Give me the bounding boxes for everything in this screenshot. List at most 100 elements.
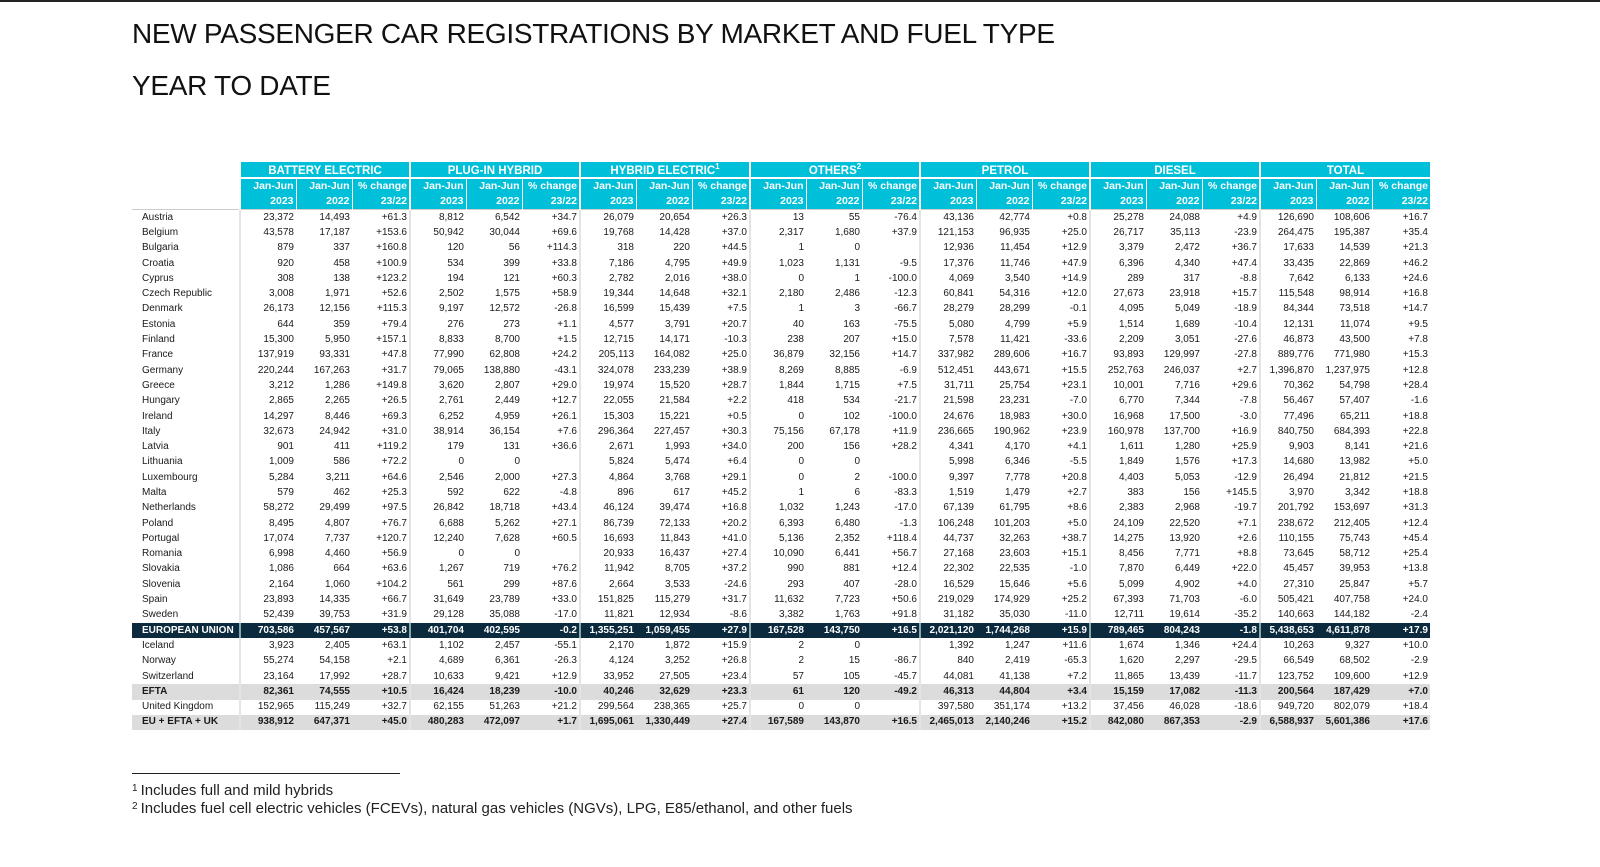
group-footnote-mark: 2	[856, 162, 862, 172]
table-row: United Kingdom 152,965 115,249 +32.7 62,155 5…	[132, 699, 1430, 715]
percent-change-cell: +50.6	[891, 594, 917, 606]
percent-change-cell: -100.0	[888, 272, 917, 284]
registrations-cell: 23,789	[489, 594, 520, 606]
registrations-cell: 11,074	[1340, 318, 1370, 330]
percent-change-cell: +9.5	[1408, 318, 1428, 330]
column-header-line1: Jan-Jun	[933, 180, 974, 192]
group-label: OTHERS	[808, 164, 857, 177]
footnote-mark: 2	[132, 801, 138, 812]
registrations-cell: 44,081	[919, 668, 976, 685]
registrations-cell: 17,376	[919, 255, 976, 272]
percent-change-cell: +12.4	[1402, 517, 1428, 529]
registrations-cell: 174,929	[993, 594, 1030, 606]
percent-change-cell: +60.3	[551, 272, 577, 284]
percent-change-cell: +18.8	[1402, 486, 1428, 498]
registrations-cell: 40,246	[579, 684, 636, 700]
market-name: EUROPEAN UNION	[132, 623, 240, 639]
registrations-cell: 22,869	[1339, 257, 1370, 269]
market-name: Malta	[142, 486, 167, 498]
percent-change-cell	[522, 547, 580, 562]
registrations-cell: 15,300	[239, 332, 296, 348]
registrations-cell: 1,844	[749, 378, 806, 394]
column-header-line2: 2023	[270, 195, 294, 207]
registrations-cell: 3,212	[239, 378, 296, 394]
registrations-cell: 7,771	[1174, 548, 1200, 560]
registrations-cell: 164,082	[653, 349, 690, 361]
registrations-cell: 337,982	[919, 347, 976, 363]
registrations-cell: 77,990	[409, 347, 466, 363]
blank-header	[132, 178, 240, 210]
registrations-cell: 115,249	[314, 701, 350, 713]
registrations-cell: 26,717	[1089, 225, 1146, 241]
market-name: Iceland	[142, 639, 175, 651]
market-name: Bulgaria	[142, 242, 179, 254]
market-name: Slovakia	[142, 563, 180, 575]
registrations-cell: 318	[579, 240, 636, 256]
table-row: Spain 23,893 14,335 +66.7 31,649 23,789 +33.0 1…	[132, 592, 1430, 608]
percent-change-cell: -11.0	[1064, 609, 1087, 621]
percent-change-cell: +16.9	[1231, 425, 1257, 437]
registrations-cell: 22,055	[579, 393, 636, 409]
percent-change-cell: +15.3	[1402, 349, 1428, 361]
percent-change-cell: +21.5	[1402, 471, 1428, 483]
table-row: Cyprus 308 138 +123.2 194 121 +60.3 2,782 2,016 +…	[132, 271, 1430, 287]
registrations-cell: 29,128	[409, 607, 466, 624]
group-label: TOTAL	[1326, 164, 1365, 177]
table-row: Croatia 920 458 +100.9 534 399 +33.8 7,186 4,795…	[132, 255, 1430, 272]
registrations-cell: 561	[409, 577, 466, 593]
registrations-cell: 12,156	[319, 303, 350, 315]
registrations-cell: 337	[333, 242, 350, 254]
registrations-cell: 12,715	[579, 332, 636, 348]
percent-change-cell: -0.2	[522, 623, 580, 639]
column-header-line2: 2023	[1120, 195, 1144, 207]
registrations-cell: 1,611	[1089, 439, 1146, 455]
group-header: BATTERY ELECTRIC	[239, 162, 410, 179]
percent-change-cell: +6.4	[727, 456, 747, 468]
percent-change-cell: +52.6	[381, 288, 407, 300]
registrations-cell: 5,080	[919, 317, 976, 333]
registrations-cell: 407,758	[1333, 594, 1370, 606]
column-header-line2: 2022	[1346, 195, 1370, 207]
percent-change-cell	[862, 241, 920, 256]
percent-change-cell	[862, 638, 920, 653]
registrations-cell: 54,798	[1339, 379, 1370, 391]
top-border	[0, 0, 1600, 2]
registrations-cell: 0	[749, 454, 806, 471]
registrations-cell: 37,456	[1089, 699, 1146, 715]
registrations-cell: 73,518	[1339, 303, 1370, 315]
registrations-cell: 17,500	[1169, 410, 1200, 422]
registrations-cell: 61,795	[999, 502, 1030, 514]
registrations-cell: 684,393	[1333, 425, 1370, 437]
registrations-cell: 22,520	[1169, 517, 1200, 529]
percent-change-cell: +23.9	[1061, 425, 1087, 437]
registrations-cell: 896	[579, 485, 636, 501]
registrations-cell: 67,393	[1089, 592, 1146, 608]
percent-change-cell: +1.7	[522, 714, 580, 731]
table-row: Finland 15,300 5,950 +157.1 8,833 8,700 +1.5 12…	[132, 332, 1430, 348]
registrations-cell: 5,438,653	[1259, 623, 1316, 639]
percent-change-cell: +30.0	[1061, 410, 1087, 422]
registrations-cell: 889,776	[1259, 347, 1316, 363]
percent-change-cell: +23.3	[692, 684, 750, 700]
registrations-cell: 771,980	[1333, 349, 1370, 361]
percent-change-cell: +45.2	[721, 486, 747, 498]
table-row: EU + EFTA + UK 938,912 647,371 +45.0 480,283…	[132, 714, 1430, 731]
registrations-cell: 6,393	[749, 515, 806, 532]
registrations-cell: 6,441	[834, 548, 860, 560]
percent-change-cell: +32.7	[381, 701, 407, 713]
percent-change-cell: +16.7	[1061, 349, 1087, 361]
registrations-cell: 5,601,386	[1316, 714, 1372, 731]
registrations-cell: 25,847	[1339, 578, 1370, 590]
group-header: PETROL	[919, 162, 1090, 179]
registrations-cell: 0	[854, 456, 860, 468]
registrations-cell: 73,645	[1259, 546, 1316, 562]
registrations-cell: 74,555	[296, 684, 352, 700]
column-header: Jan-Jun 2023	[749, 178, 806, 210]
column-header-line2: 2023	[610, 195, 634, 207]
column-header: % change 23/22	[1031, 178, 1090, 210]
registrations-cell: 6,396	[1089, 255, 1146, 272]
registrations-cell: 65,211	[1340, 410, 1370, 422]
registrations-cell: 4,403	[1089, 470, 1146, 486]
registrations-cell: 8,705	[664, 563, 690, 575]
registrations-cell: 289,606	[993, 349, 1030, 361]
